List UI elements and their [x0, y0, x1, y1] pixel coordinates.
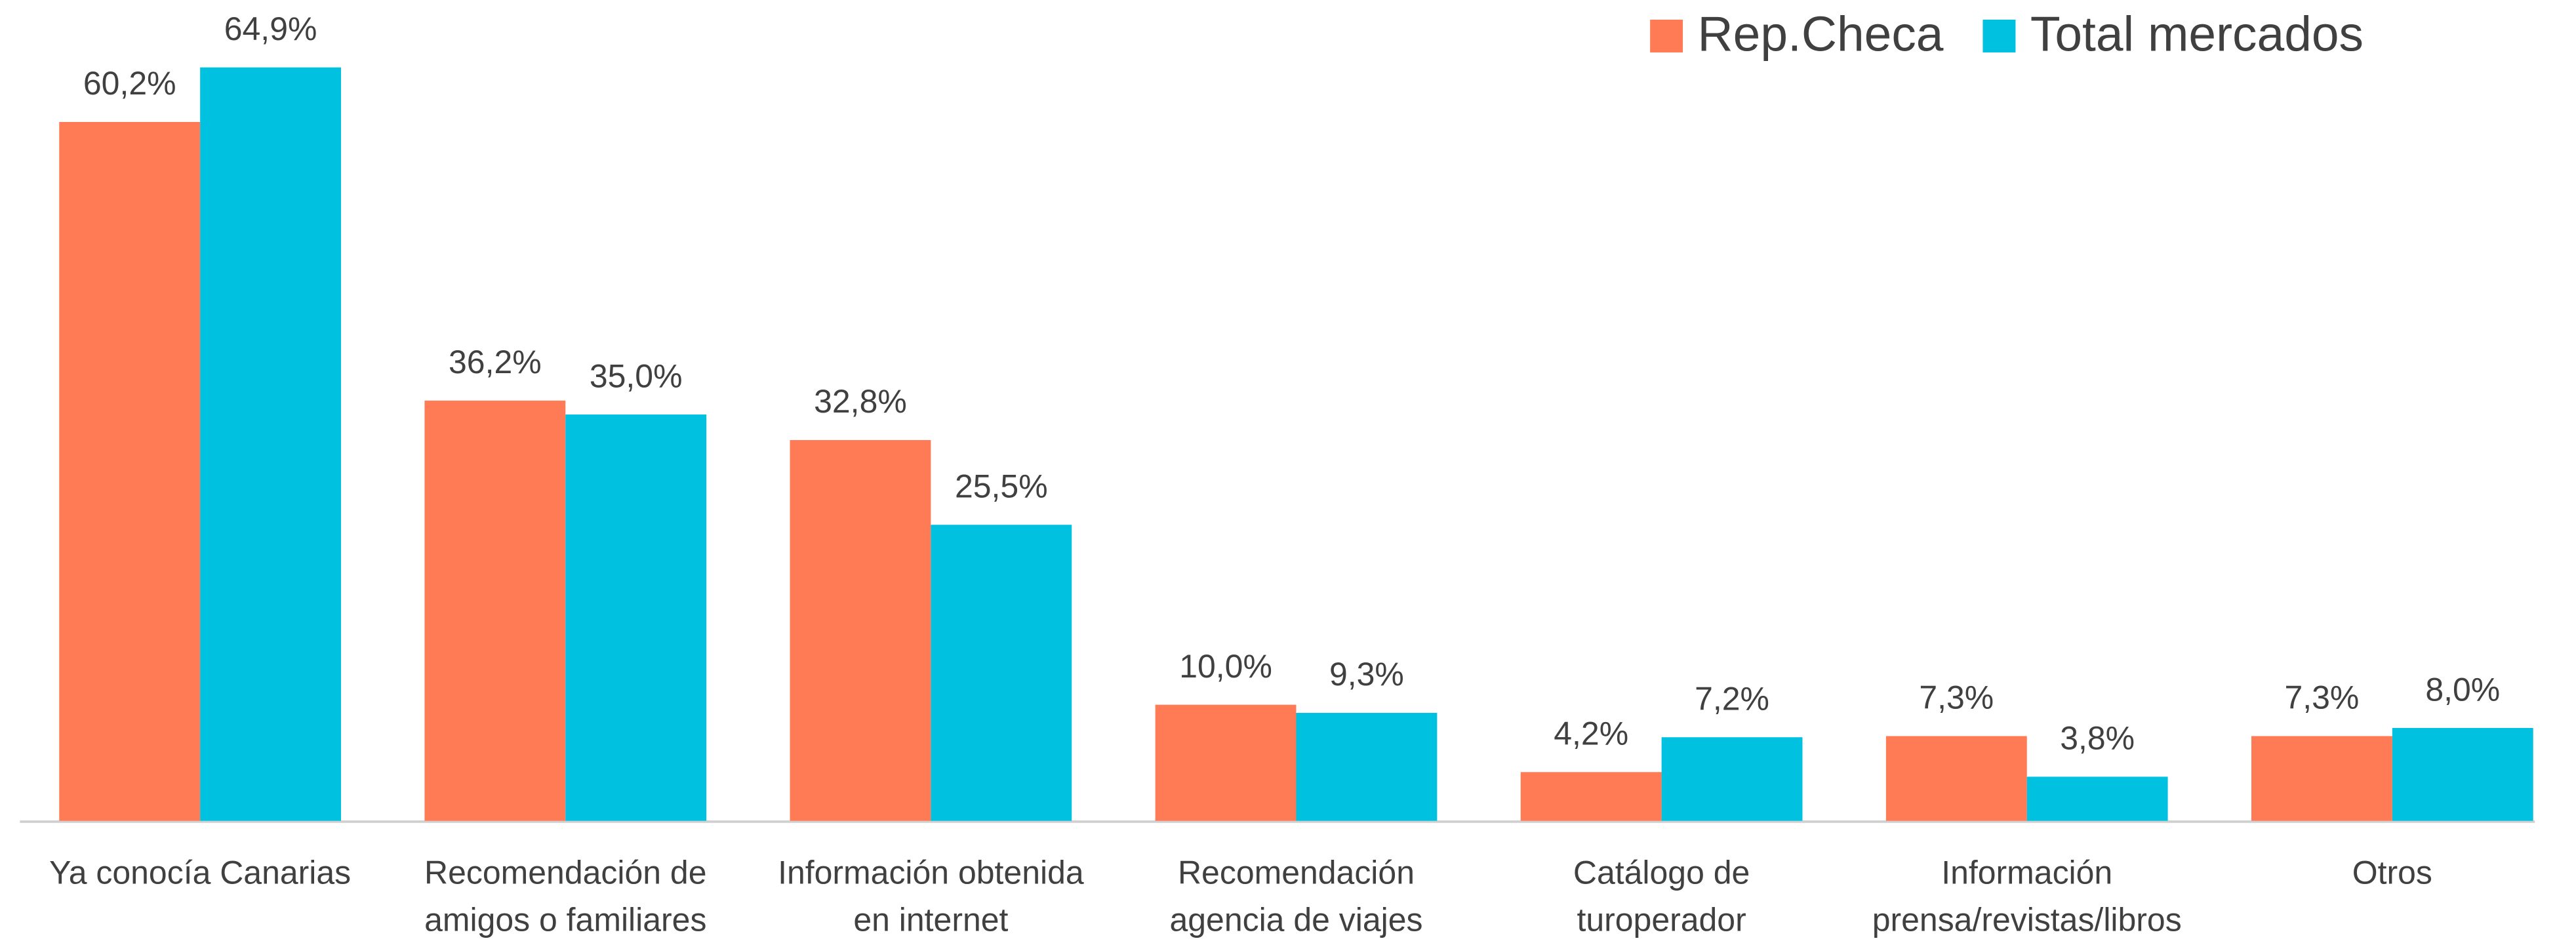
- bar: [59, 121, 201, 821]
- value-label: 60,2%: [83, 65, 176, 102]
- x-tick-label: Ya conocía Canarias: [49, 854, 351, 891]
- value-label: 7,3%: [2284, 679, 2359, 716]
- value-label: 7,2%: [1695, 680, 1769, 717]
- x-tick-label: en internet: [853, 902, 1008, 938]
- value-label: 25,5%: [955, 468, 1048, 504]
- bar: [1661, 737, 1803, 821]
- bar: [1296, 713, 1438, 821]
- bar: [790, 440, 931, 821]
- legend-label: Total mercados: [2030, 6, 2364, 61]
- value-label: 4,2%: [1554, 715, 1628, 752]
- legend-swatch: [1982, 19, 2016, 52]
- x-tick-label: agencia de viajes: [1169, 902, 1422, 938]
- value-label: 3,8%: [2060, 720, 2135, 757]
- value-label: 64,9%: [224, 10, 317, 47]
- x-tick-label: Recomendación de: [424, 854, 706, 891]
- x-tick-label: turoperador: [1577, 902, 1746, 938]
- bar: [424, 400, 566, 821]
- bar: [2251, 736, 2392, 821]
- x-tick-label: amigos o familiares: [424, 902, 706, 938]
- value-label: 36,2%: [449, 344, 542, 380]
- bar: [931, 525, 1072, 821]
- x-tick-label: Recomendación: [1178, 854, 1415, 891]
- bar: [1885, 736, 2027, 821]
- bar: [2026, 776, 2168, 821]
- legend-swatch: [1650, 19, 1683, 52]
- value-label: 32,8%: [814, 383, 907, 420]
- x-tick-label: Información: [1941, 854, 2112, 891]
- bar: [565, 414, 707, 821]
- value-label: 7,3%: [1919, 679, 1994, 716]
- legend-label: Rep.Checa: [1698, 6, 1944, 61]
- value-label: 9,3%: [1329, 656, 1404, 693]
- bar: [2392, 728, 2533, 821]
- x-tick-label: Catálogo de: [1573, 854, 1750, 891]
- bar: [1155, 704, 1297, 821]
- x-tick-label: prensa/revistas/libros: [1872, 902, 2182, 938]
- x-tick-label: Información obtenida: [778, 854, 1084, 891]
- value-label: 35,0%: [590, 357, 683, 394]
- value-label: 8,0%: [2425, 671, 2500, 708]
- value-label: 10,0%: [1179, 648, 1272, 685]
- bar: [1520, 772, 1662, 821]
- bar: [200, 67, 341, 821]
- x-tick-label: Otros: [2352, 854, 2432, 891]
